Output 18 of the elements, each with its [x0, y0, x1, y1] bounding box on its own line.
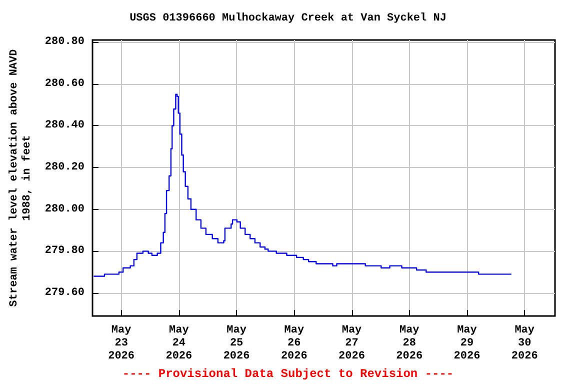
- x-tick-label: May 29 2026: [454, 324, 480, 362]
- x-tick-label: May 26 2026: [280, 324, 308, 362]
- y-tick-label: 280.40: [44, 120, 85, 132]
- y-tick-label: 280.60: [44, 78, 85, 90]
- y-tick-label: 280.80: [44, 36, 85, 48]
- y-tick-label: 279.80: [44, 245, 85, 258]
- y-tick-label: 279.60: [44, 287, 85, 299]
- x-tick-label: May 24 2026: [166, 324, 192, 362]
- y-tick-label: 280.00: [44, 203, 85, 216]
- text: ---- Provisional Data Subject to Revision ----: [122, 367, 454, 381]
- chart-title: USGS 01396660 Mulhockaway Creek at Van Syckel NJ: [130, 12, 446, 24]
- x-tick-label: May 23 2026: [108, 324, 135, 362]
- y-axis-title: Stream water level elevation above NAVD 1988, in feet: [8, 48, 34, 307]
- x-tick-label: May 28 2026: [396, 324, 423, 362]
- x-tick-label: May 25 2026: [223, 324, 250, 362]
- x-tick-label: May 27 2026: [338, 324, 365, 362]
- x-tick-label: May 30 2026: [511, 324, 538, 362]
- y-tick-label: 280.20: [44, 162, 85, 174]
